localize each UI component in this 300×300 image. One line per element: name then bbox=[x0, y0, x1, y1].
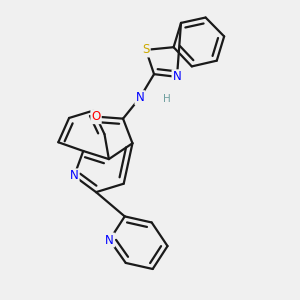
Text: N: N bbox=[70, 169, 79, 182]
Text: H: H bbox=[163, 94, 171, 104]
Text: N: N bbox=[172, 70, 181, 83]
Text: N: N bbox=[136, 91, 144, 104]
Text: O: O bbox=[92, 110, 101, 123]
Text: N: N bbox=[105, 233, 114, 247]
Text: S: S bbox=[142, 44, 150, 56]
